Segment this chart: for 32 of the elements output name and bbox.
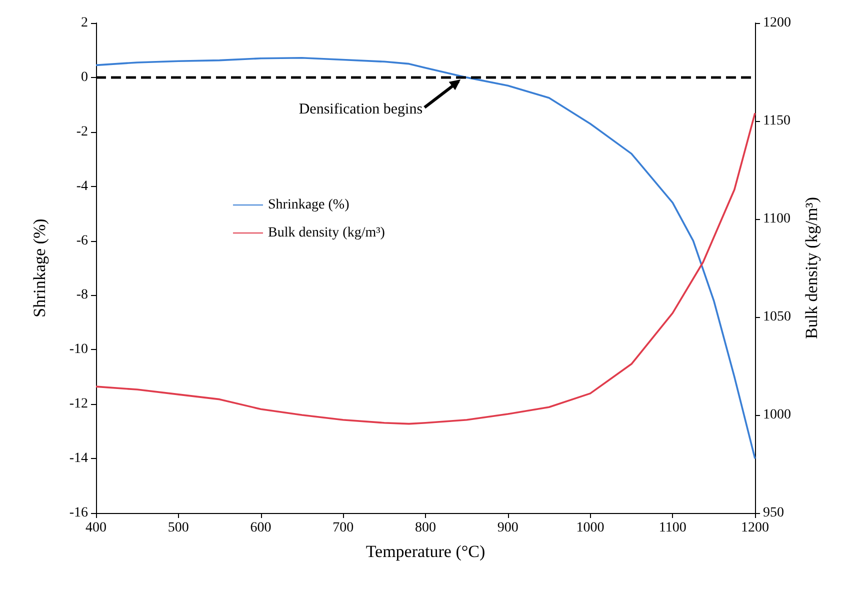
- annotation: Densification begins: [298, 101, 423, 118]
- y-tick-label: 2: [81, 16, 88, 30]
- y-tick-label: -2: [76, 124, 88, 140]
- x-axis-title: Temperature (°C): [366, 542, 486, 561]
- x-tick-label: 1100: [658, 520, 686, 536]
- x-tick-label: 800: [415, 520, 436, 536]
- line-series: [95, 56, 756, 460]
- y-tick-label: -10: [69, 342, 88, 358]
- x-tick-label: 700: [332, 520, 354, 536]
- legend-label: Shrinkage (%): [268, 198, 350, 212]
- x-tick-label: 1000: [576, 520, 604, 536]
- y-tick-label: -8: [76, 288, 88, 303]
- y2-axis-title: Bulk density (kg/m³): [802, 196, 821, 340]
- legend-label: Bulk density (kg/m³): [268, 226, 386, 240]
- y-tick-label: -4: [76, 178, 88, 194]
- y-tick-label: -6: [76, 233, 88, 248]
- y2-tick-label: 1200: [763, 16, 791, 30]
- x-tick-label: 1200: [741, 520, 769, 536]
- y2-tick-label: 1100: [763, 212, 790, 226]
- y2-tick-label: 950: [763, 506, 784, 520]
- y-tick-label: 0: [81, 70, 88, 85]
- y-axis-title: Shrinkage (%): [30, 218, 49, 318]
- x-tick-label: 400: [86, 520, 106, 536]
- x-tick-label: 600: [250, 520, 272, 536]
- y2-tick-label: 1000: [763, 408, 791, 422]
- y-tick-label: -14: [69, 451, 88, 466]
- y-tick-label: -16: [69, 506, 88, 520]
- x-tick-label: 500: [168, 520, 189, 536]
- y-tick-label: -12: [69, 396, 88, 412]
- y2-tick-label: 1050: [763, 310, 791, 324]
- y2-tick-label: 1150: [763, 114, 790, 128]
- x-tick-label: 900: [497, 520, 518, 536]
